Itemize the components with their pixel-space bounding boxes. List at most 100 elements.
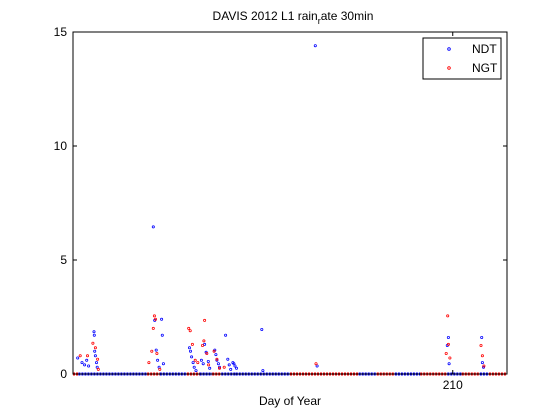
- ngt-point-34: [482, 364, 486, 368]
- chart-title-subscript: r: [318, 16, 321, 26]
- ngt-point-15: [190, 342, 194, 346]
- ndt-point-34: [216, 362, 220, 366]
- ngt-point-28: [444, 351, 448, 355]
- chart-title-rest: ate 30min: [321, 9, 374, 23]
- ngt-point-22: [207, 363, 211, 367]
- ndt-point-0: [76, 356, 80, 360]
- legend-label-ndt: NDT: [472, 42, 497, 56]
- ndt-point-38: [227, 363, 231, 367]
- ndt-point-17: [160, 333, 164, 337]
- ngt-point-31: [448, 356, 452, 360]
- ndt-point-9: [95, 361, 99, 365]
- ndt-point-30: [208, 366, 212, 370]
- ndt-point-49: [446, 335, 450, 339]
- ngt-point-14: [188, 329, 192, 333]
- ngt-point-0: [78, 354, 82, 358]
- ngt-point-25: [217, 366, 221, 370]
- chart-title-main: DAVIS 2012 L1 rain: [213, 9, 318, 23]
- legend-label-ngt: NGT: [472, 61, 498, 75]
- ngt-point-2: [91, 341, 95, 345]
- ndt-point-52: [480, 361, 484, 365]
- ngt-point-8: [151, 326, 155, 330]
- ndt-point-19: [187, 346, 191, 350]
- ngt-point-27: [314, 362, 318, 366]
- y-tick-label-1: 5: [60, 253, 67, 267]
- ndt-point-5: [92, 330, 96, 334]
- ndt-point-33: [215, 358, 219, 362]
- ngt-point-21: [205, 351, 209, 355]
- ndt-point-50: [447, 362, 451, 366]
- ndt-point-35: [217, 365, 221, 369]
- ndt-point-51: [480, 335, 484, 339]
- ndt-point-45: [261, 369, 265, 373]
- x-tick-label-0: 210: [443, 378, 463, 392]
- ngt-point-24: [215, 357, 219, 361]
- ndt-point-47: [315, 364, 319, 368]
- ndt-point-36: [224, 333, 228, 337]
- ndt-point-13: [154, 348, 158, 352]
- ngt-point-10: [153, 317, 157, 321]
- legend-marker-ndt: [447, 47, 451, 51]
- ngt-point-9: [152, 314, 156, 318]
- ndt-point-29: [206, 359, 210, 363]
- ndt-point-8: [93, 354, 97, 358]
- ngt-point-26: [222, 365, 226, 369]
- ngt-point-5: [96, 367, 100, 371]
- legend-box: [422, 37, 502, 80]
- ndt-point-39: [229, 367, 233, 371]
- ndt-point-4: [87, 364, 91, 368]
- ngt-point-4: [96, 357, 100, 361]
- plot-frame: [72, 31, 508, 375]
- ngt-point-33: [480, 354, 484, 358]
- ndt-point-43: [234, 366, 238, 370]
- ndt-point-14: [156, 358, 160, 362]
- ndt-point-41: [232, 362, 236, 366]
- x-axis-label: Day of Year: [259, 394, 321, 408]
- ngt-point-29: [446, 314, 450, 318]
- ndt-point-44: [260, 327, 264, 331]
- ngt-point-30: [446, 342, 450, 346]
- ngt-point-20: [203, 318, 207, 322]
- ngt-point-18: [200, 343, 204, 347]
- ndt-point-16: [160, 317, 164, 321]
- ndt-point-21: [190, 355, 194, 359]
- ndt-point-3: [85, 358, 89, 362]
- axis-ticks: 0 5 10 15 210: [54, 25, 507, 392]
- ndt-point-37: [226, 357, 230, 361]
- ngt-point-16: [193, 358, 197, 362]
- ngt-point-23: [212, 349, 216, 353]
- ngt-point-32: [479, 343, 483, 347]
- ndt-point-24: [194, 369, 198, 373]
- ndt-point-26: [201, 362, 205, 366]
- ndt-point-46: [313, 44, 317, 48]
- ndt-point-10: [95, 365, 99, 369]
- ndt-point-6: [92, 333, 96, 337]
- ngt-point-17: [196, 361, 200, 365]
- ngt-point-12: [158, 367, 162, 371]
- ngt-point-7: [150, 349, 154, 353]
- y-tick-label-0: 0: [60, 367, 67, 381]
- ndt-point-32: [214, 353, 218, 357]
- ngt-point-19: [202, 339, 206, 343]
- ngt-point-13: [187, 326, 191, 330]
- ndt-point-23: [192, 365, 196, 369]
- legend-marker-ngt: [447, 66, 451, 70]
- ngt-point-11: [155, 351, 159, 355]
- ndt-point-7: [93, 349, 97, 353]
- ndt-point-1: [80, 361, 84, 365]
- ndt-point-20: [188, 349, 192, 353]
- ndt-point-22: [191, 361, 195, 365]
- ndt-point-42: [233, 364, 237, 368]
- ndt-point-18: [161, 362, 165, 366]
- y-tick-label-2: 10: [54, 139, 68, 153]
- ngt-point-1: [86, 354, 90, 358]
- ngt-point-6: [147, 361, 151, 365]
- chart-title: DAVIS 2012 L1 rainrate 30min: [213, 9, 374, 26]
- ndt-point-11: [151, 225, 155, 229]
- ndt-point-25: [199, 358, 203, 362]
- ngt-point-3: [93, 346, 97, 350]
- legend: NDT NGT: [422, 37, 502, 80]
- y-tick-label-3: 15: [54, 25, 68, 39]
- ndt-point-2: [83, 363, 87, 367]
